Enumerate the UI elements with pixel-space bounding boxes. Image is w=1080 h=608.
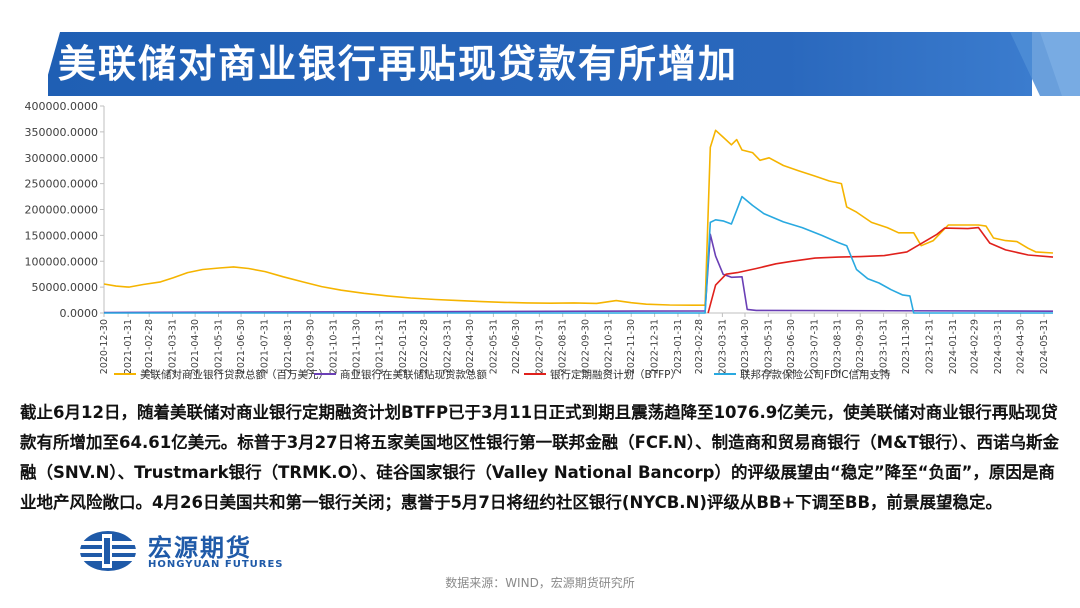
x-tick-label: 2023-03-31 [717, 319, 728, 374]
x-tick-label: 2021-06-30 [236, 319, 247, 374]
x-tick-label: 2022-12-31 [650, 319, 661, 374]
x-tick-label: 2021-03-31 [168, 319, 179, 374]
y-tick-label: 300000.0000 [25, 152, 98, 165]
y-tick-label: 150000.0000 [25, 229, 98, 242]
x-tick-label: 2024-02-29 [970, 319, 981, 374]
x-tick-label: 2020-12-30 [99, 319, 110, 374]
x-tick-label: 2023-10-31 [879, 319, 890, 374]
title-banner [0, 32, 1080, 96]
series-line-3 [707, 226, 1054, 314]
legend-label-4: 联邦存款保险公司FDIC信用支持 [740, 368, 891, 381]
y-tick-label: 100000.0000 [25, 255, 98, 268]
x-tick-label: 2022-11-30 [626, 319, 637, 374]
legend-label-2: 商业银行在美联储贴现贷款总额 [340, 368, 487, 381]
x-tick-label: 2023-06-30 [786, 319, 797, 374]
x-tick-label: 2021-08-31 [283, 319, 294, 374]
x-tick-label: 2023-12-31 [925, 319, 936, 374]
y-tick-label: 50000.0000 [32, 281, 98, 294]
data-source-note: 数据来源：WIND，宏源期货研究所 [445, 576, 635, 590]
legend-label-1: 美联储对商业银行贷款总额（百万美元） [140, 368, 329, 381]
x-tick-label: 2024-01-31 [948, 319, 959, 374]
logo-text-en: HONGYUAN FUTURES [148, 559, 284, 570]
x-tick-label: 2022-04-30 [465, 319, 476, 374]
x-tick-label: 2024-05-31 [1039, 319, 1050, 374]
x-tick-label: 2021-10-31 [329, 319, 340, 374]
x-tick-label: 2021-12-31 [375, 319, 386, 374]
x-tick-label: 2023-05-31 [763, 319, 774, 374]
x-tick-label: 2021-05-31 [213, 319, 224, 374]
logo-mark-icon [80, 531, 136, 571]
x-tick-label: 2021-02-28 [144, 319, 155, 374]
x-tick-label: 2022-10-31 [604, 319, 615, 374]
y-tick-label: 400000.0000 [25, 100, 98, 113]
series-line-4 [104, 195, 1053, 314]
x-tick-label: 2021-09-30 [305, 319, 316, 374]
line-chart: 0.0000 50000.0000 100000.0000 150000.0000 20… [25, 100, 1054, 381]
y-tick-label: 200000.0000 [25, 204, 98, 217]
x-tick-label: 2021-01-31 [123, 319, 134, 374]
analysis-paragraph: 截止6月12日，随着美联储对商业银行定期融资计划BTFP已于3月11日正式到期且… [20, 403, 1060, 512]
page-title: 美联储对商业银行再贴现贷款有所增加 [58, 42, 739, 86]
company-logo: 宏源期货 HONGYUAN FUTURES [78, 528, 308, 576]
x-tick-label: 2022-03-31 [442, 319, 453, 374]
x-tick-label: 2023-01-31 [673, 319, 684, 374]
x-tick-label: 2024-03-31 [993, 319, 1004, 374]
x-tick-label: 2023-08-31 [833, 319, 844, 374]
y-tick-label: 350000.0000 [25, 126, 98, 139]
series-line-1 [103, 129, 1054, 306]
x-tick-label: 2023-07-31 [809, 319, 820, 374]
x-tick-label: 2022-02-28 [419, 319, 430, 374]
x-tick-label: 2022-07-31 [534, 319, 545, 374]
x-tick-label: 2021-07-31 [259, 319, 270, 374]
x-tick-label: 2023-04-30 [740, 319, 751, 374]
x-tick-label: 2022-01-31 [398, 319, 409, 374]
x-tick-label: 2022-05-31 [488, 319, 499, 374]
x-tick-label: 2022-09-30 [580, 319, 591, 374]
x-tick-label: 2023-02-28 [694, 319, 705, 374]
legend-label-3: 银行定期融资计划（BTFP） [550, 368, 681, 381]
x-tick-label: 2024-04-30 [1016, 319, 1027, 374]
x-tick-label: 2021-11-30 [351, 319, 362, 374]
x-tick-label: 2023-09-30 [855, 319, 866, 374]
x-tick-label: 2022-06-30 [511, 319, 522, 374]
logo-text-cn: 宏源期货 [148, 534, 252, 562]
x-tick-label: 2022-08-31 [558, 319, 569, 374]
x-tick-label: 2023-11-30 [901, 319, 912, 374]
y-tick-label: 250000.0000 [25, 178, 98, 191]
y-tick-label: 0.0000 [60, 307, 99, 320]
x-tick-label: 2021-04-30 [190, 319, 201, 374]
